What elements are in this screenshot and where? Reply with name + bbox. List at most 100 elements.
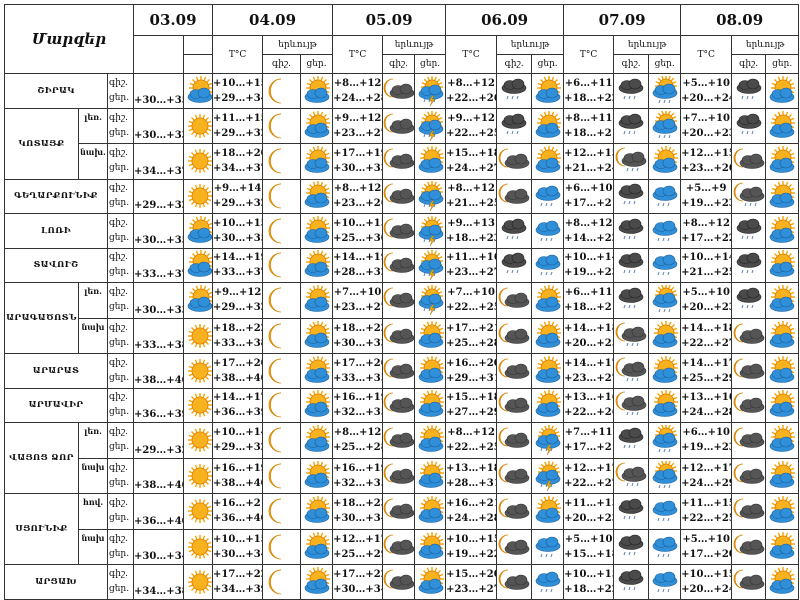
sun-cloud-icon bbox=[648, 387, 682, 423]
temp-night: +18…+20 bbox=[213, 148, 263, 160]
temp-night: +11…+16 bbox=[446, 252, 497, 264]
temp-day: +34…+37 bbox=[133, 143, 185, 180]
temp-day: +32…+35 bbox=[333, 477, 383, 489]
table-row: ՇԻՐԱԿ գիշ. ցեր. +30…+35 +10…+15 +29…+34 +8…+12… bbox=[4, 73, 800, 109]
temp-day: +17…+22 bbox=[681, 232, 732, 244]
empty-header-cell bbox=[183, 35, 214, 55]
date-header: 03.09 bbox=[133, 4, 214, 36]
temp-night: +12…+17 bbox=[564, 462, 614, 474]
subregion-label: նախ bbox=[78, 528, 108, 565]
moon-cloud-icon bbox=[382, 107, 416, 144]
moon-icon bbox=[262, 457, 302, 494]
temp-day: +28…+31 bbox=[446, 477, 497, 489]
blue-cloud-rain-icon bbox=[648, 528, 682, 565]
temp-range: +10…+15 +29…+34 bbox=[212, 73, 264, 109]
night-header: գիշ. bbox=[731, 54, 767, 74]
sun-icon bbox=[183, 317, 214, 354]
sun-cloud-rain-icon bbox=[648, 73, 682, 109]
temp-night: +10…+15 bbox=[213, 217, 263, 229]
empty-header-cell bbox=[133, 35, 185, 74]
temp-night: +18…+23 bbox=[333, 498, 383, 510]
temp-range: +10…+15 +30…+34 bbox=[212, 528, 264, 565]
temp-range: +9…+12 +29…+32 bbox=[212, 282, 264, 319]
night-label: գիշ. bbox=[109, 568, 128, 579]
temp-range: +10…+15 +18…+22 bbox=[563, 564, 615, 600]
moon-cloud-icon bbox=[382, 247, 416, 283]
temp-day: +33…+38 bbox=[133, 317, 185, 354]
night-day-label: գիշ. ցեր. bbox=[106, 282, 135, 319]
table-row: ԼՈՌԻ գիշ. ցեր. +30…+35 +10…+15 +30…+35 +10…+15… bbox=[4, 213, 800, 249]
sun-cloud-icon bbox=[531, 107, 565, 144]
dark-cloud-rain-icon bbox=[613, 178, 650, 214]
sun-cloud-icon bbox=[183, 247, 214, 283]
dark-cloud-rain-icon bbox=[613, 107, 650, 144]
temp-night: +16…+21 bbox=[446, 498, 497, 510]
subregion-label: նախ. bbox=[78, 143, 108, 180]
temp-night: +8…+12 bbox=[447, 183, 495, 195]
dark-cloud-rain-icon bbox=[731, 282, 767, 319]
sun-cloud-icon bbox=[648, 143, 682, 180]
temp-day: +19…+23 bbox=[681, 442, 732, 454]
temp-range: +14…+18 +20…+25 bbox=[563, 317, 615, 354]
temp-range: +14…+17 +23…+27 bbox=[563, 353, 615, 389]
moon-cloud-icon bbox=[496, 493, 533, 530]
dark-cloud-rain-icon bbox=[731, 247, 767, 283]
temp-night: +17…+20 bbox=[213, 357, 263, 369]
temp-range: +12…+15 +21…+24 bbox=[563, 143, 615, 180]
temp-range: +5…+10 +20…+24 bbox=[680, 73, 733, 109]
temp-range: +5…+9 +19…+23 bbox=[680, 178, 733, 214]
temp-range: +8…+12 +17…+22 bbox=[680, 213, 733, 249]
dark-cloud-rain-icon bbox=[613, 247, 650, 283]
temp-day: +36…+40 bbox=[213, 513, 263, 525]
table-row: ԱՐՑԱԽ գիշ. ցեր. +34…+38 +17…+22 +34…+39 +17…+2… bbox=[4, 564, 800, 600]
temp-range: +16…+21 +24…+28 bbox=[445, 493, 498, 530]
moon-icon bbox=[262, 213, 302, 249]
temp-night: +10…+15 bbox=[333, 217, 383, 229]
moon-icon bbox=[262, 353, 302, 389]
temp-day: +22…+27 bbox=[681, 337, 732, 349]
sun-cloud-thunder-icon bbox=[414, 213, 447, 249]
dark-cloud-rain-icon bbox=[496, 213, 533, 249]
temp-day: +20…+23 bbox=[681, 302, 732, 314]
temp-range: +9…+14 +29…+32 bbox=[212, 178, 264, 214]
day-label: ցեր. bbox=[109, 548, 130, 559]
dark-cloud-rain-icon bbox=[496, 73, 533, 109]
sun-icon bbox=[183, 143, 214, 180]
temp-night: +9…+12 bbox=[333, 112, 382, 124]
day-label: ցեր. bbox=[109, 198, 130, 209]
day-label: ցեր. bbox=[109, 477, 130, 488]
phenomenon-header: երևույթ bbox=[382, 35, 447, 55]
night-label: գիշ. bbox=[109, 183, 128, 194]
sun-cloud-icon bbox=[765, 247, 800, 283]
temp-night: +14…+18 bbox=[681, 322, 732, 334]
temp-night: +8…+12 bbox=[333, 183, 382, 195]
temp-range: +17…+20 +38…+40 bbox=[212, 353, 264, 389]
temp-header: T°C bbox=[563, 35, 615, 74]
temp-night: +18…+22 bbox=[213, 322, 263, 334]
temp-range: +8…+12 +21…+25 bbox=[445, 178, 498, 214]
temp-range: +9…+12 +23…+27 bbox=[332, 107, 384, 144]
temp-day: +18…+21 bbox=[564, 127, 614, 139]
temp-day: +33…+37 bbox=[133, 247, 185, 283]
temp-day: +22…+25 bbox=[446, 302, 497, 314]
temp-range: +14…+18 +22…+27 bbox=[680, 317, 733, 354]
moon-icon bbox=[262, 528, 302, 565]
temp-range: +15…+18 +24…+27 bbox=[445, 143, 498, 180]
temp-day: +30…+35 bbox=[133, 73, 185, 109]
temp-day: +29…+34 bbox=[213, 92, 263, 104]
sun-cloud-thunder-icon bbox=[531, 457, 565, 494]
sun-cloud-icon bbox=[300, 457, 334, 494]
temp-night: +7…+10 bbox=[447, 287, 495, 299]
temp-night: +17…+22 bbox=[213, 568, 263, 580]
region-name: ԳԵՂԱՐՔՈՒՆԻՔ bbox=[4, 178, 108, 214]
sun-cloud-icon bbox=[531, 493, 565, 530]
temp-range: +11…+16 +23…+27 bbox=[445, 247, 498, 283]
phenomenon-header: երևույթ bbox=[496, 35, 565, 55]
temp-range: +10…+14 +21…+25 bbox=[680, 247, 733, 283]
temp-night: +15…+18 bbox=[446, 392, 497, 404]
temp-header: T°C bbox=[212, 35, 264, 74]
temp-night: +14…+19 bbox=[213, 252, 263, 264]
temp-day: +25…+30 bbox=[333, 232, 383, 244]
temp-range: +10…+15 +20…+24 bbox=[680, 564, 733, 600]
temp-range: +16…+19 +38…+40 bbox=[212, 457, 264, 494]
